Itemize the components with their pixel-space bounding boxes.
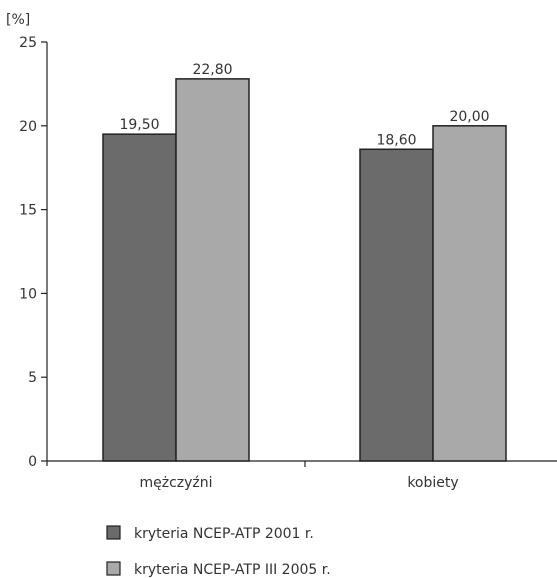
y-tick-label: 20 [19,119,37,135]
y-tick-label: 25 [19,35,37,51]
bar [102,133,177,462]
x-category-label: kobiety [407,475,458,491]
y-tick-label: 5 [28,370,37,386]
y-tick-label: 10 [19,286,37,302]
legend-label: kryteria NCEP-ATP 2001 r. [134,526,314,542]
data-label: 19,50 [119,117,159,133]
legend-label: kryteria NCEP-ATP III 2005 r. [134,562,331,578]
bar [359,148,434,462]
legend-swatch [106,561,121,576]
data-label: 20,00 [449,109,489,125]
bar [432,125,507,462]
data-label: 18,60 [376,132,416,148]
legend-swatch [106,525,121,540]
y-tick-label: 15 [19,203,37,219]
data-label: 22,80 [192,62,232,78]
y-tick-label: 0 [28,454,37,470]
y-unit-label: [%] [6,12,30,28]
x-category-label: mężczyźni [139,475,212,491]
bar [175,78,250,462]
